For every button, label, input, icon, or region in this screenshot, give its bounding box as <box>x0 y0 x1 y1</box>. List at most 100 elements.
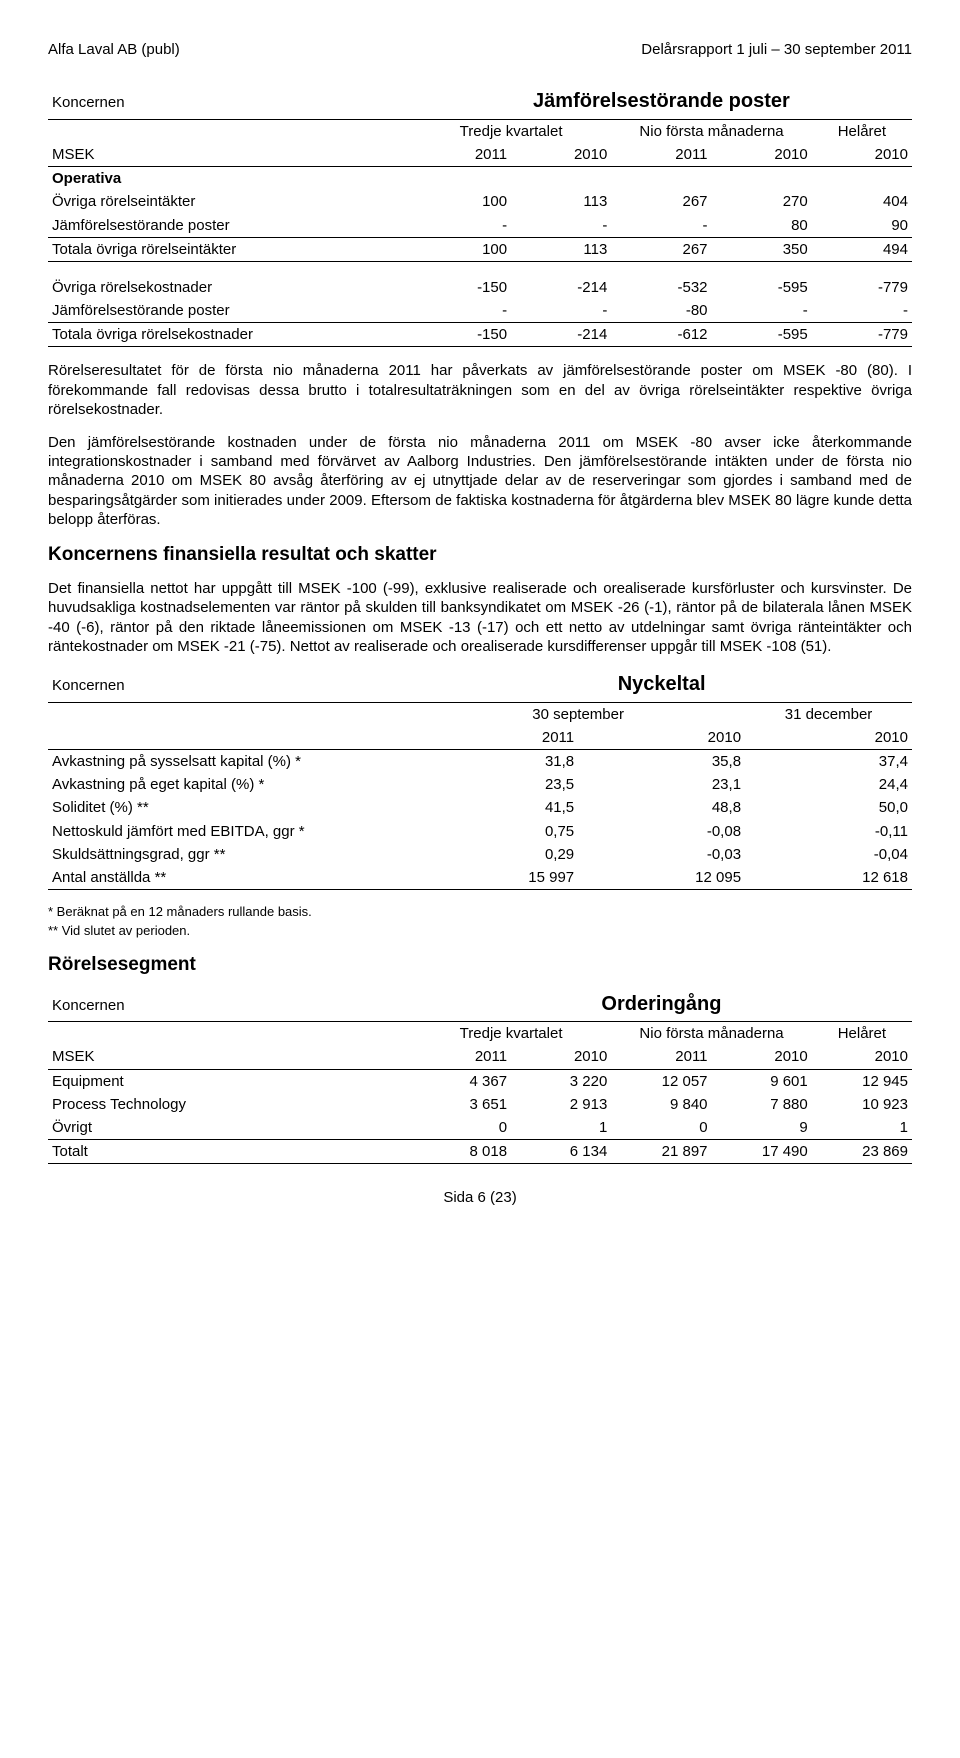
table-row: Equipment 4 367 3 220 12 057 9 601 12 94… <box>48 1069 912 1093</box>
cell: - <box>511 214 611 238</box>
table-row: Totalt 8 018 6 134 21 897 17 490 23 869 <box>48 1140 912 1164</box>
section-heading-segment: Rörelsesegment <box>48 953 912 977</box>
cell: 23 869 <box>812 1140 912 1164</box>
col-group: Nio första månaderna <box>611 119 811 143</box>
row-label: Övrigt <box>48 1116 411 1140</box>
table-row: Antal anställda ** 15 997 12 095 12 618 <box>48 866 912 890</box>
row-label: Soliditet (%) ** <box>48 796 411 819</box>
row-label: Totalt <box>48 1140 411 1164</box>
cell: -0,11 <box>745 820 912 843</box>
year-label: 2010 <box>511 1045 611 1069</box>
empty-cell <box>48 726 411 750</box>
table-row: Totala övriga rörelsekostnader -150 -214… <box>48 323 912 347</box>
body-paragraph: Det finansiella nettot har uppgått till … <box>48 579 912 656</box>
cell: 3 651 <box>411 1093 511 1116</box>
table-row: Soliditet (%) ** 41,5 48,8 50,0 <box>48 796 912 819</box>
table-title: Jämförelsestörande poster <box>411 87 912 119</box>
cell: 4 367 <box>411 1069 511 1093</box>
cell: - <box>511 299 611 323</box>
date-label: 31 december <box>745 702 912 726</box>
cell: 35,8 <box>578 750 745 774</box>
year-label: 2010 <box>511 143 611 167</box>
table-row: MSEK 2011 2010 2011 2010 2010 <box>48 1045 912 1069</box>
table-key-figures: Koncernen Nyckeltal 30 september 31 dece… <box>48 670 912 890</box>
empty-cell <box>48 119 411 143</box>
cell: 10 923 <box>812 1093 912 1116</box>
year-label: 2010 <box>812 143 912 167</box>
cell: 12 945 <box>812 1069 912 1093</box>
group-label: Koncernen <box>48 87 411 119</box>
cell: 404 <box>812 190 912 213</box>
cell: 1 <box>812 1116 912 1140</box>
cell: 494 <box>812 237 912 261</box>
cell: 90 <box>812 214 912 238</box>
year-label: 2010 <box>578 726 745 750</box>
row-label: Totala övriga rörelseintäkter <box>48 237 411 261</box>
col-group: Tredje kvartalet <box>411 1022 611 1046</box>
table-row: 30 september 31 december <box>48 702 912 726</box>
table-row: Operativa <box>48 167 912 191</box>
header-report: Delårsrapport 1 juli – 30 september 2011 <box>641 40 912 59</box>
cell: -779 <box>812 323 912 347</box>
unit-label: MSEK <box>48 1045 411 1069</box>
cell: -595 <box>712 276 812 299</box>
group-label: Koncernen <box>48 990 411 1022</box>
row-label: Skuldsättningsgrad, ggr ** <box>48 843 411 866</box>
section-heading-finance: Koncernens finansiella resultat och skat… <box>48 543 912 567</box>
cell: 0 <box>411 1116 511 1140</box>
cell: -214 <box>511 323 611 347</box>
cell: 80 <box>712 214 812 238</box>
cell: - <box>611 214 711 238</box>
table-row: Koncernen Jämförelsestörande poster <box>48 87 912 119</box>
cell: 270 <box>712 190 812 213</box>
cell: 31,8 <box>411 750 578 774</box>
year-label: 2011 <box>411 1045 511 1069</box>
table-row <box>48 261 912 276</box>
year-label: 2011 <box>411 143 511 167</box>
table-row: MSEK 2011 2010 2011 2010 2010 <box>48 143 912 167</box>
table-row: Totala övriga rörelseintäkter 100 113 26… <box>48 237 912 261</box>
table-row: 2011 2010 2010 <box>48 726 912 750</box>
table-row: Tredje kvartalet Nio första månaderna He… <box>48 119 912 143</box>
table-title: Nyckeltal <box>411 670 912 702</box>
cell: 1 <box>511 1116 611 1140</box>
cell: 15 997 <box>411 866 578 890</box>
cell: - <box>411 299 511 323</box>
cell: 37,4 <box>745 750 912 774</box>
cell: 9 601 <box>712 1069 812 1093</box>
cell: -595 <box>712 323 812 347</box>
table-row: Avkastning på eget kapital (%) * 23,5 23… <box>48 773 912 796</box>
table-row: Koncernen Nyckeltal <box>48 670 912 702</box>
cell: 48,8 <box>578 796 745 819</box>
cell: - <box>812 299 912 323</box>
row-label: Övriga rörelsekostnader <box>48 276 411 299</box>
cell: 50,0 <box>745 796 912 819</box>
footnote: ** Vid slutet av perioden. <box>48 923 912 940</box>
date-label: 30 september <box>411 702 745 726</box>
cell: 12 618 <box>745 866 912 890</box>
year-label: 2010 <box>745 726 912 750</box>
cell: 267 <box>611 237 711 261</box>
unit-label: MSEK <box>48 143 411 167</box>
table-orders: Koncernen Orderingång Tredje kvartalet N… <box>48 990 912 1165</box>
cell: 17 490 <box>712 1140 812 1164</box>
empty-cell <box>48 1022 411 1046</box>
year-label: 2010 <box>812 1045 912 1069</box>
cell: 12 057 <box>611 1069 711 1093</box>
row-label: Jämförelsestörande poster <box>48 214 411 238</box>
cell: -0,08 <box>578 820 745 843</box>
row-label: Totala övriga rörelsekostnader <box>48 323 411 347</box>
cell: 21 897 <box>611 1140 711 1164</box>
row-label: Övriga rörelseintäkter <box>48 190 411 213</box>
cell: 7 880 <box>712 1093 812 1116</box>
cell: 24,4 <box>745 773 912 796</box>
cell: -150 <box>411 323 511 347</box>
cell: -80 <box>611 299 711 323</box>
row-label: Nettoskuld jämfört med EBITDA, ggr * <box>48 820 411 843</box>
spacer <box>48 261 912 276</box>
table-row: Övrigt 0 1 0 9 1 <box>48 1116 912 1140</box>
table-row: Jämförelsestörande poster - - -80 - - <box>48 299 912 323</box>
col-group: Helåret <box>812 119 912 143</box>
table-row: Övriga rörelseintäkter 100 113 267 270 4… <box>48 190 912 213</box>
cell: 0,29 <box>411 843 578 866</box>
